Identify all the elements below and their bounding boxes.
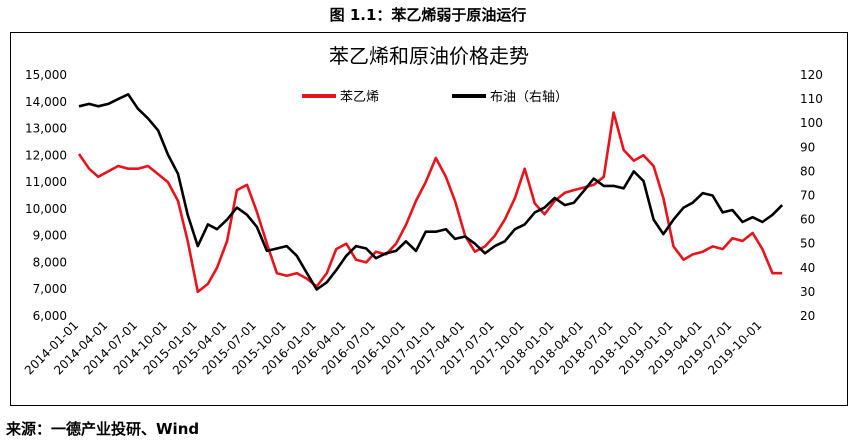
brent-line bbox=[78, 93, 784, 291]
figure-caption: 图 1.1：苯乙烯弱于原油运行 bbox=[329, 6, 527, 24]
y-right-tick-label: 60 bbox=[800, 213, 815, 227]
chart-frame: 苯乙烯和原油价格走势 苯乙烯 布油（右轴） 6,000 7,000 8,000 9,0… bbox=[10, 32, 848, 406]
y-axis-left: 6,000 7,000 8,000 9,000 10,000 11,000 12,000 13… bbox=[25, 68, 67, 323]
legend-label-brent: 布油（右轴） bbox=[490, 90, 568, 105]
y-left-tick-label: 14,000 bbox=[25, 95, 67, 109]
y-left-tick-label: 10,000 bbox=[25, 202, 67, 216]
y-axis-right: 20 30 40 50 60 70 80 90 100 110 120 bbox=[800, 68, 823, 323]
y-left-tick-label: 15,000 bbox=[25, 68, 67, 82]
y-right-tick-label: 120 bbox=[800, 68, 823, 82]
y-left-tick-label: 13,000 bbox=[25, 122, 67, 136]
x-axis: 2014-01-012014-04-012014-07-012014-10-01… bbox=[22, 318, 765, 377]
y-right-tick-label: 90 bbox=[800, 140, 815, 154]
styrene-line bbox=[77, 111, 783, 294]
y-right-tick-label: 110 bbox=[800, 92, 823, 106]
y-right-tick-label: 80 bbox=[800, 164, 815, 178]
legend: 苯乙烯 布油（右轴） bbox=[302, 90, 568, 105]
series-group bbox=[77, 93, 784, 294]
y-right-tick-label: 20 bbox=[800, 309, 815, 323]
y-left-tick-label: 9,000 bbox=[33, 229, 67, 243]
chart-title: 苯乙烯和原油价格走势 bbox=[329, 44, 529, 68]
y-right-tick-label: 30 bbox=[800, 285, 815, 299]
source-note: 来源：一德产业投研、Wind bbox=[6, 420, 200, 438]
line-chart: 苯乙烯和原油价格走势 苯乙烯 布油（右轴） 6,000 7,000 8,000 9,0… bbox=[22, 44, 823, 377]
y-left-tick-label: 12,000 bbox=[25, 148, 67, 162]
y-right-tick-label: 40 bbox=[800, 261, 815, 275]
y-right-tick-label: 100 bbox=[800, 116, 823, 130]
y-left-tick-label: 11,000 bbox=[25, 175, 67, 189]
y-left-tick-label: 7,000 bbox=[33, 282, 67, 296]
y-right-tick-label: 50 bbox=[800, 237, 815, 251]
y-left-tick-label: 6,000 bbox=[33, 309, 67, 323]
y-right-tick-label: 70 bbox=[800, 189, 815, 203]
legend-label-styrene: 苯乙烯 bbox=[340, 90, 379, 105]
y-left-tick-label: 8,000 bbox=[33, 255, 67, 269]
